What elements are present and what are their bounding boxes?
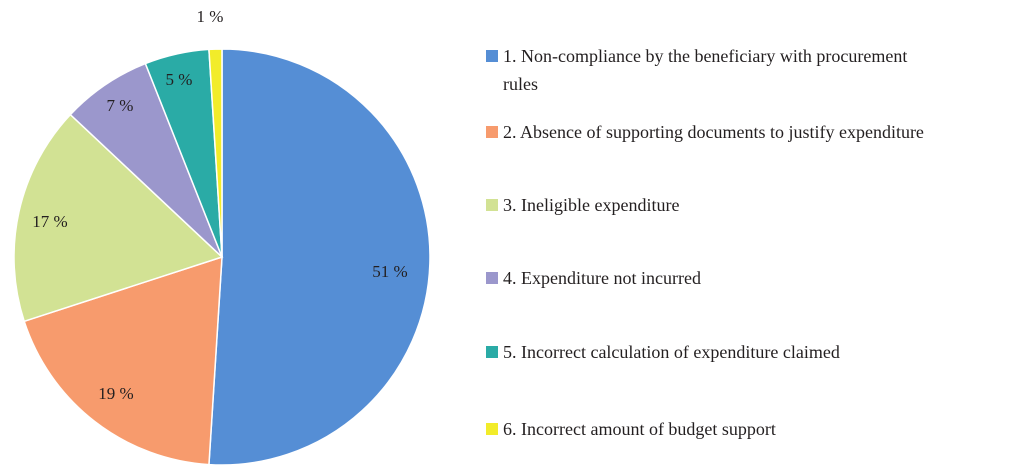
legend-label-line: 3. Ineligible expenditure <box>503 195 679 215</box>
legend-swatch-5 <box>486 346 498 358</box>
slice-value-label-4: 7 % <box>107 96 134 115</box>
pie-slice-2 <box>23 255 223 466</box>
slice-value-label-1: 51 % <box>372 262 407 281</box>
slice-value-label-5: 5 % <box>166 70 193 89</box>
legend-label-line: 6. Incorrect amount of budget support <box>503 419 776 439</box>
legend-label-5: 5. Incorrect calculation of expenditure … <box>503 342 840 362</box>
legend-swatch-6 <box>486 423 498 435</box>
legend-swatch-4 <box>486 272 498 284</box>
legend: 1. Non-compliance by the beneficiary wit… <box>486 46 924 439</box>
legend-label-1: 1. Non-compliance by the beneficiary wit… <box>503 46 907 94</box>
legend-swatch-2 <box>486 126 498 138</box>
legend-label-line: rules <box>503 74 538 94</box>
slice-value-label-3: 17 % <box>32 212 67 231</box>
legend-label-line: 4. Expenditure not incurred <box>503 268 701 288</box>
legend-label-line: 5. Incorrect calculation of expenditure … <box>503 342 840 362</box>
legend-label-3: 3. Ineligible expenditure <box>503 195 679 215</box>
legend-label-4: 4. Expenditure not incurred <box>503 268 701 288</box>
slice-value-label-2: 19 % <box>98 384 133 403</box>
pie-slice-6 <box>208 48 223 258</box>
legend-label-6: 6. Incorrect amount of budget support <box>503 419 776 439</box>
pie-slice-3 <box>13 113 224 323</box>
legend-label-line: 2. Absence of supporting documents to ju… <box>503 122 924 142</box>
pie-slices <box>13 48 431 466</box>
legend-label-2: 2. Absence of supporting documents to ju… <box>503 122 924 142</box>
legend-label-line: 1. Non-compliance by the beneficiary wit… <box>503 46 907 66</box>
slice-value-label-6: 1 % <box>197 7 224 26</box>
pie-slice-1 <box>208 48 431 466</box>
legend-swatch-1 <box>486 50 498 62</box>
slice-value-labels: 51 % 19 % 17 % 7 % 5 % 1 % <box>32 7 407 403</box>
legend-swatch-3 <box>486 199 498 211</box>
